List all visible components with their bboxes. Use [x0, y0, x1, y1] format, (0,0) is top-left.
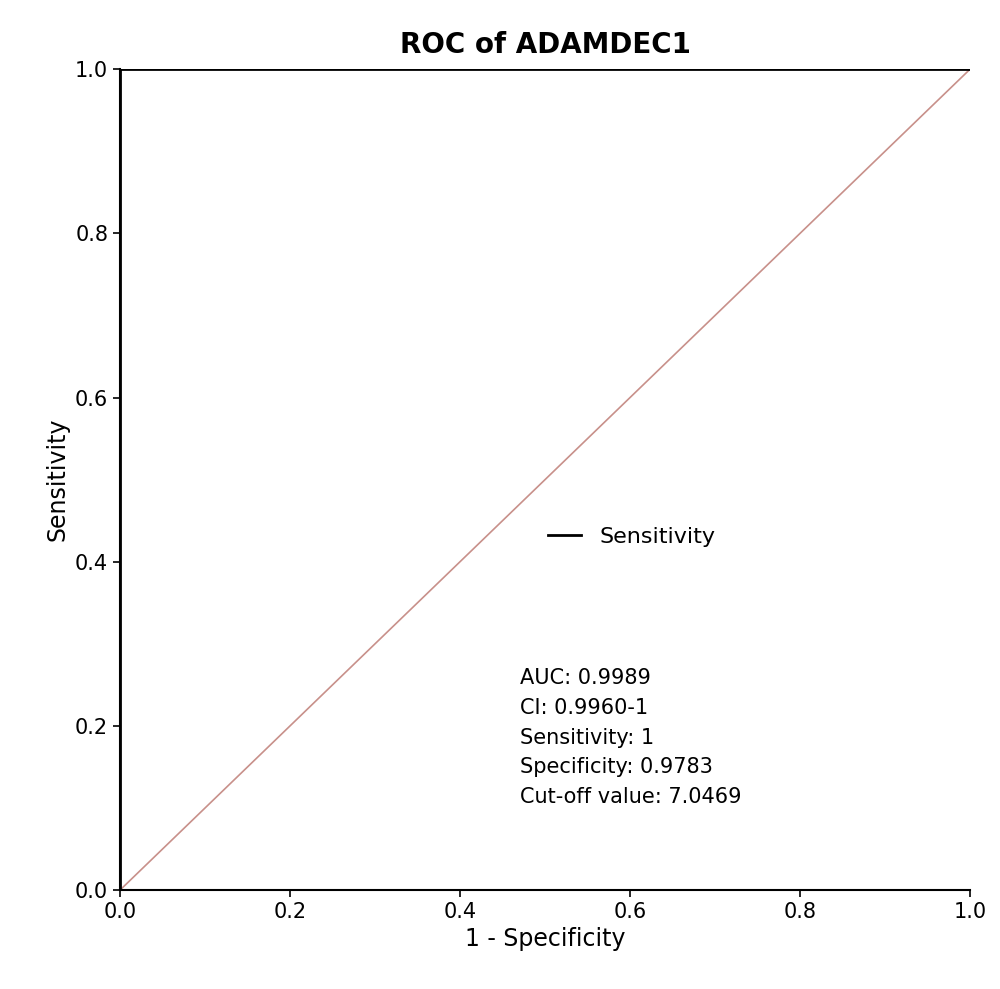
X-axis label: 1 - Specificity: 1 - Specificity: [465, 928, 625, 951]
Y-axis label: Sensitivity: Sensitivity: [45, 418, 69, 541]
Title: ROC of ADAMDEC1: ROC of ADAMDEC1: [400, 31, 690, 58]
Legend: Sensitivity: Sensitivity: [539, 518, 724, 556]
Text: AUC: 0.9989
CI: 0.9960-1
Sensitivity: 1
Specificity: 0.9783
Cut-off value: 7.046: AUC: 0.9989 CI: 0.9960-1 Sensitivity: 1 …: [520, 669, 741, 807]
